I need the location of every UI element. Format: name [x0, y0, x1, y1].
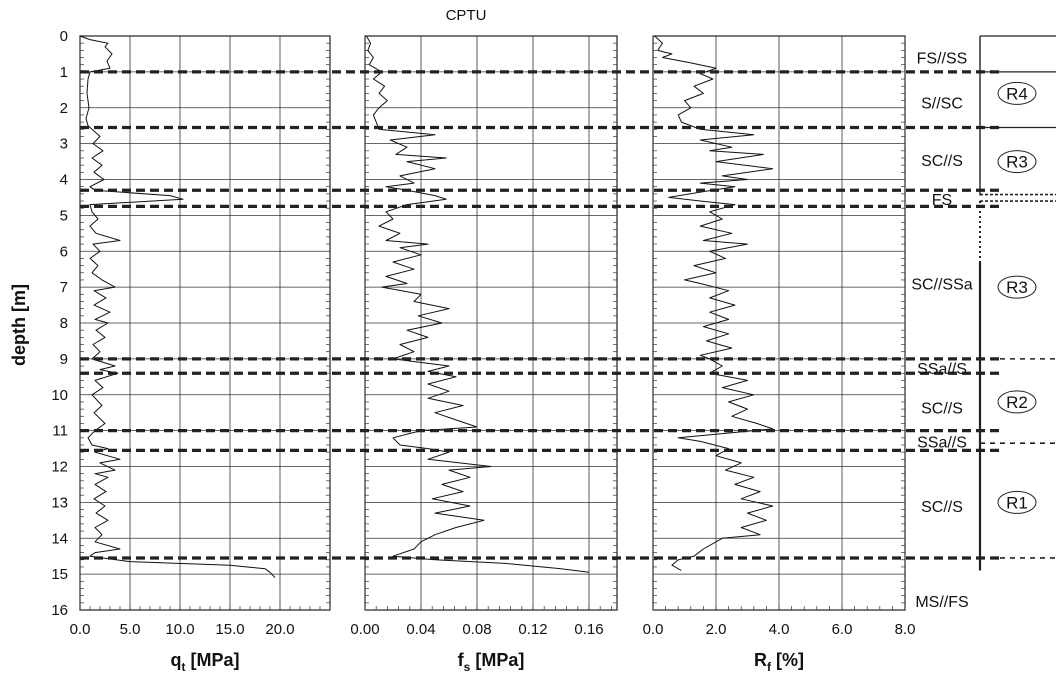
y-tick-label: 0	[60, 28, 68, 45]
x-tick-label-fs: 0.16	[574, 621, 603, 638]
y-tick-label: 2	[60, 100, 68, 117]
y-tick-label: 9	[60, 351, 68, 368]
x-tick-label-qt: 15.0	[215, 621, 244, 638]
y-tick-label: 6	[60, 243, 68, 260]
y-tick-label: 10	[51, 387, 68, 404]
x-axis-title-symbol: R	[754, 650, 767, 670]
profile-lines	[79, 35, 774, 579]
zone-label-ellipse	[997, 490, 1037, 514]
layer-label: S//SC	[921, 95, 963, 112]
y-axis-title: depth [m]	[9, 284, 29, 366]
x-axis-title-fs: fs [MPa]	[458, 650, 525, 674]
x-axis-title-symbol: f	[458, 650, 465, 670]
x-tick-label-fs: 0.00	[350, 621, 379, 638]
x-tick-label-rf: 8.0	[895, 621, 916, 638]
zone-label-ellipse	[997, 390, 1037, 414]
x-tick-label-fs: 0.08	[462, 621, 491, 638]
x-tick-label-qt: 0.0	[70, 621, 91, 638]
layer-label: SSa//S	[917, 434, 967, 451]
x-tick-label-fs: 0.12	[518, 621, 547, 638]
x-axis-title-unit: [MPa]	[470, 650, 524, 670]
zone-label: R4	[1006, 84, 1028, 103]
labels: CPTU depth [m] 0123456789101112131415160…	[9, 7, 1028, 674]
zone-label: R3	[1006, 153, 1028, 172]
chart-title: CPTU	[446, 7, 487, 24]
x-tick-label-rf: 0.0	[643, 621, 664, 638]
layer-label: SC//S	[921, 400, 963, 417]
x-axis-title-symbol: q	[171, 650, 182, 670]
y-tick-label: 4	[60, 172, 68, 189]
y-tick-label: 16	[51, 602, 68, 619]
layer-label: FS//SS	[917, 51, 968, 68]
zone-label: R1	[1006, 493, 1028, 512]
y-tick-label: 13	[51, 494, 68, 511]
zone-label: R3	[1006, 278, 1028, 297]
layer-label: SC//S	[921, 153, 963, 170]
y-tick-label: 7	[60, 279, 68, 296]
layer-label: SSa//S	[917, 361, 967, 378]
y-tick-label: 15	[51, 566, 68, 583]
x-tick-label-qt: 20.0	[265, 621, 294, 638]
x-tick-label-fs: 0.04	[406, 621, 435, 638]
x-axis-title-unit: [%]	[771, 650, 804, 670]
x-axis-title-subscript: f	[767, 660, 772, 674]
x-axis-title-subscript: s	[464, 660, 471, 674]
x-axis-title-rf: Rf [%]	[754, 650, 804, 674]
x-tick-label-qt: 5.0	[120, 621, 141, 638]
y-tick-label: 3	[60, 136, 68, 153]
layer-label: MS//FS	[915, 594, 968, 611]
zone-label-ellipse	[997, 275, 1037, 299]
x-axis-title-qt: qt [MPa]	[171, 650, 240, 674]
y-tick-label: 1	[60, 64, 68, 81]
profile-line-fs	[365, 35, 590, 573]
layer-label: FS	[932, 192, 952, 209]
x-tick-label-rf: 6.0	[832, 621, 853, 638]
y-tick-label: 12	[51, 459, 68, 476]
zone-label: R2	[1006, 393, 1028, 412]
zone-column	[978, 35, 1056, 571]
x-tick-label-qt: 10.0	[165, 621, 194, 638]
layer-label: SC//S	[921, 499, 963, 516]
profile-line-rf	[654, 35, 774, 571]
x-tick-label-rf: 2.0	[706, 621, 727, 638]
y-tick-label: 14	[51, 530, 68, 547]
grid-lines	[79, 35, 906, 611]
y-tick-label: 5	[60, 207, 68, 224]
zone-label-ellipse	[997, 150, 1037, 174]
profile-line-qt	[79, 35, 276, 579]
y-tick-label: 11	[52, 423, 68, 440]
layer-boundaries	[80, 70, 1002, 560]
x-axis-title-unit: [MPa]	[186, 650, 240, 670]
x-axis-title-subscript: t	[182, 660, 186, 674]
y-tick-label: 8	[60, 315, 68, 332]
zone-label-ellipse	[997, 81, 1037, 105]
x-tick-label-rf: 4.0	[769, 621, 790, 638]
layer-label: SC//SSa	[911, 277, 972, 294]
